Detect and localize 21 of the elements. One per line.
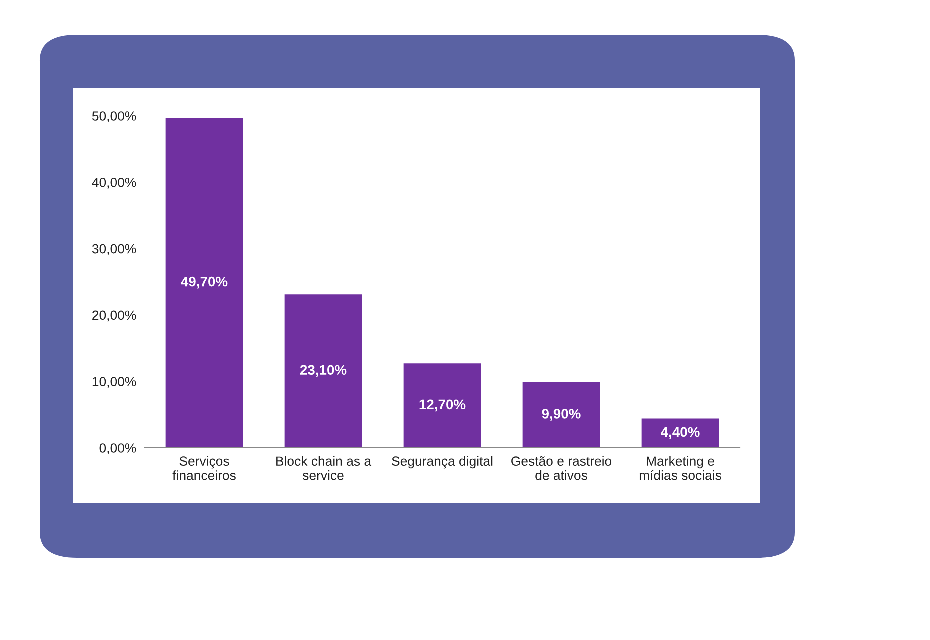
bar — [642, 418, 720, 448]
bar — [404, 364, 482, 448]
x-tick-label: Block chain as a service — [276, 456, 372, 480]
y-tick-label: 0,00% — [100, 444, 136, 454]
data-label: 9,90% — [542, 409, 581, 421]
bar — [522, 382, 600, 448]
data-label: 12,70% — [420, 400, 466, 412]
y-tick-label: 30,00% — [92, 244, 136, 256]
y-tick-label: 20,00% — [92, 310, 136, 322]
bar — [166, 118, 244, 448]
bar — [284, 294, 362, 448]
x-tick-label: Marketing e mídias sociais — [640, 456, 722, 480]
y-tick-label: 40,00% — [92, 178, 136, 189]
y-tick-label: 10,00% — [92, 377, 136, 388]
x-tick-label: Segurança digital — [392, 456, 493, 469]
y-tick-label: 50,00% — [92, 112, 136, 122]
data-label: 4,40% — [661, 427, 700, 440]
x-tick-label: Gestão e rastreio de ativos — [512, 456, 612, 480]
data-label: 23,10% — [300, 365, 347, 378]
data-label: 49,70% — [181, 276, 228, 289]
x-tick-label: Serviços financeiros — [172, 456, 236, 480]
